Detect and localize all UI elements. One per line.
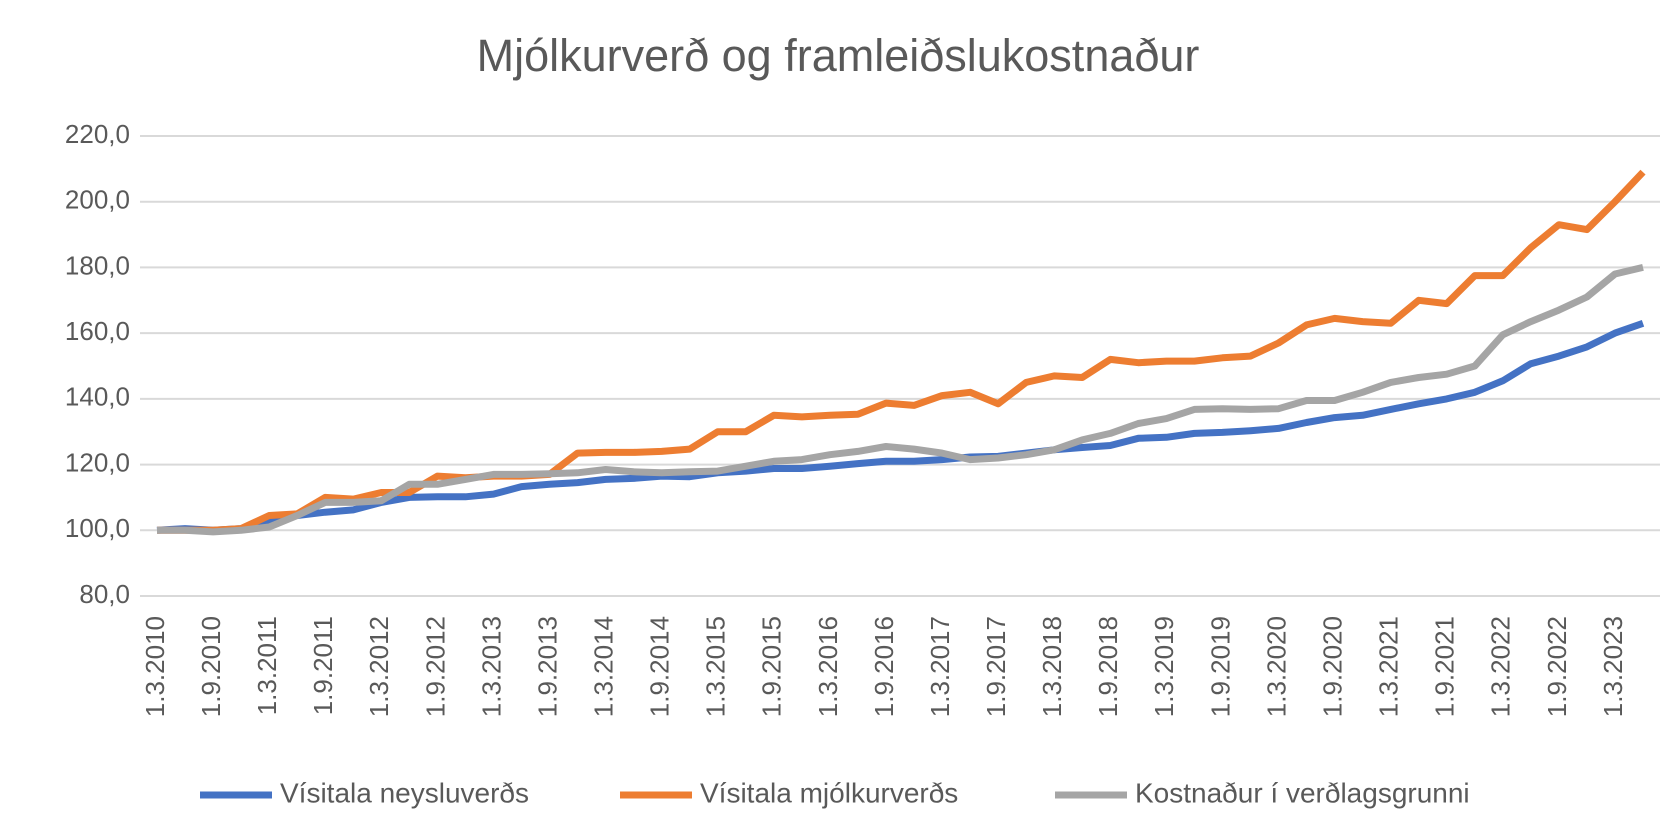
x-tick-label: 1.3.2019	[1149, 616, 1179, 717]
y-tick-label: 180,0	[65, 250, 130, 280]
legend-label: Kostnaður í verðlagsgrunni	[1135, 777, 1470, 808]
series-line	[157, 169, 1646, 534]
y-tick-label: 200,0	[65, 185, 130, 215]
x-tick-label: 1.9.2017	[981, 616, 1011, 717]
x-tick-label: 1.9.2014	[645, 616, 675, 717]
series-line	[157, 263, 1644, 536]
x-tick-label: 1.9.2016	[869, 616, 899, 717]
x-tick-label: 1.3.2012	[364, 616, 394, 717]
legend-label: Vísitala mjólkurverðs	[700, 777, 958, 808]
chart-title: Mjólkurverð og framleiðslukostnaður	[477, 30, 1200, 81]
x-tick-label: 1.9.2021	[1430, 616, 1460, 717]
y-tick-label: 80,0	[79, 579, 130, 609]
x-tick-label: 1.3.2021	[1374, 616, 1404, 717]
y-tick-label: 140,0	[65, 382, 130, 412]
x-tick-label: 1.9.2010	[196, 616, 226, 717]
x-tick-label: 1.9.2020	[1317, 616, 1347, 717]
y-tick-label: 100,0	[65, 513, 130, 543]
x-tick-label: 1.3.2015	[701, 616, 731, 717]
x-tick-label: 1.9.2013	[532, 616, 562, 717]
legend-label: Vísitala neysluverðs	[280, 777, 529, 808]
x-tick-label: 1.9.2011	[308, 616, 338, 715]
x-tick-label: 1.3.2023	[1598, 616, 1628, 717]
x-tick-label: 1.3.2014	[588, 616, 618, 717]
x-tick-label: 1.3.2013	[476, 616, 506, 717]
x-tick-label: 1.9.2022	[1542, 616, 1572, 717]
y-tick-label: 220,0	[65, 119, 130, 149]
x-tick-label: 1.3.2016	[813, 616, 843, 717]
y-tick-label: 120,0	[65, 447, 130, 477]
x-tick-label: 1.3.2010	[140, 616, 170, 717]
x-tick-label: 1.3.2022	[1486, 616, 1516, 717]
x-tick-label: 1.3.2018	[1037, 616, 1067, 717]
x-tick-label: 1.3.2011	[252, 616, 282, 715]
x-tick-label: 1.3.2017	[925, 616, 955, 717]
y-tick-label: 160,0	[65, 316, 130, 346]
series-line	[156, 319, 1645, 534]
x-tick-label: 1.3.2020	[1261, 616, 1291, 717]
x-tick-label: 1.9.2019	[1205, 616, 1235, 717]
x-tick-label: 1.9.2012	[420, 616, 450, 717]
x-tick-label: 1.9.2018	[1093, 616, 1123, 717]
x-tick-label: 1.9.2015	[757, 616, 787, 717]
